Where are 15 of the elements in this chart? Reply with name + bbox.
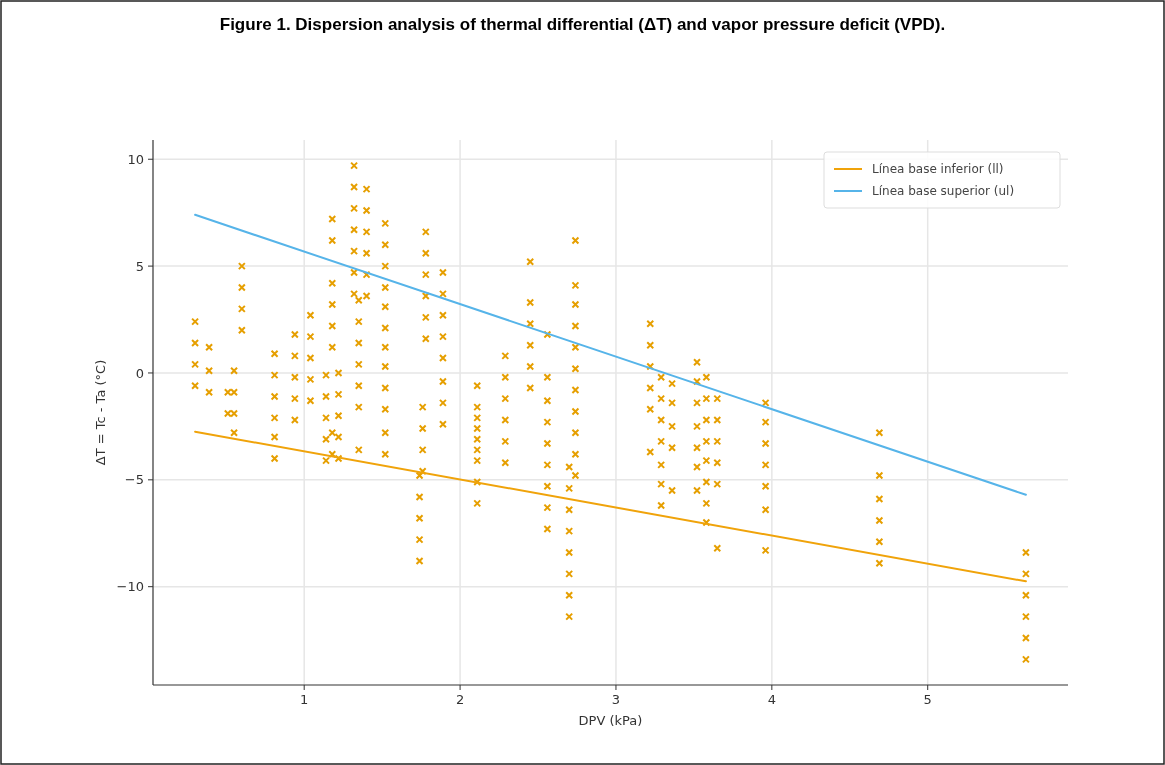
y-tick-label: 10	[127, 151, 144, 167]
y-tick-label: −5	[124, 472, 144, 488]
y-tick-label: −10	[116, 579, 144, 595]
x-tick-label: 3	[611, 692, 621, 707]
y-tick-label: 5	[135, 258, 144, 274]
x-tick-label: 4	[767, 692, 776, 707]
legend-label: Línea base superior (ul)	[872, 184, 1015, 199]
x-axis-title: DPV (kPa)	[578, 713, 643, 728]
y-tick-label: 0	[135, 365, 144, 381]
x-tick-label: 2	[455, 692, 465, 707]
x-tick-label: 5	[923, 692, 932, 707]
chart-title: Figure 1. Dispersion analysis of thermal differential (ΔT) and vapor pressure deficit (VPD).	[219, 15, 946, 34]
y-axis-title: ΔT = Tc - Ta (°C)	[93, 359, 108, 466]
x-tick-label: 1	[300, 692, 309, 707]
legend-label: Línea base inferior (ll)	[872, 162, 1004, 177]
